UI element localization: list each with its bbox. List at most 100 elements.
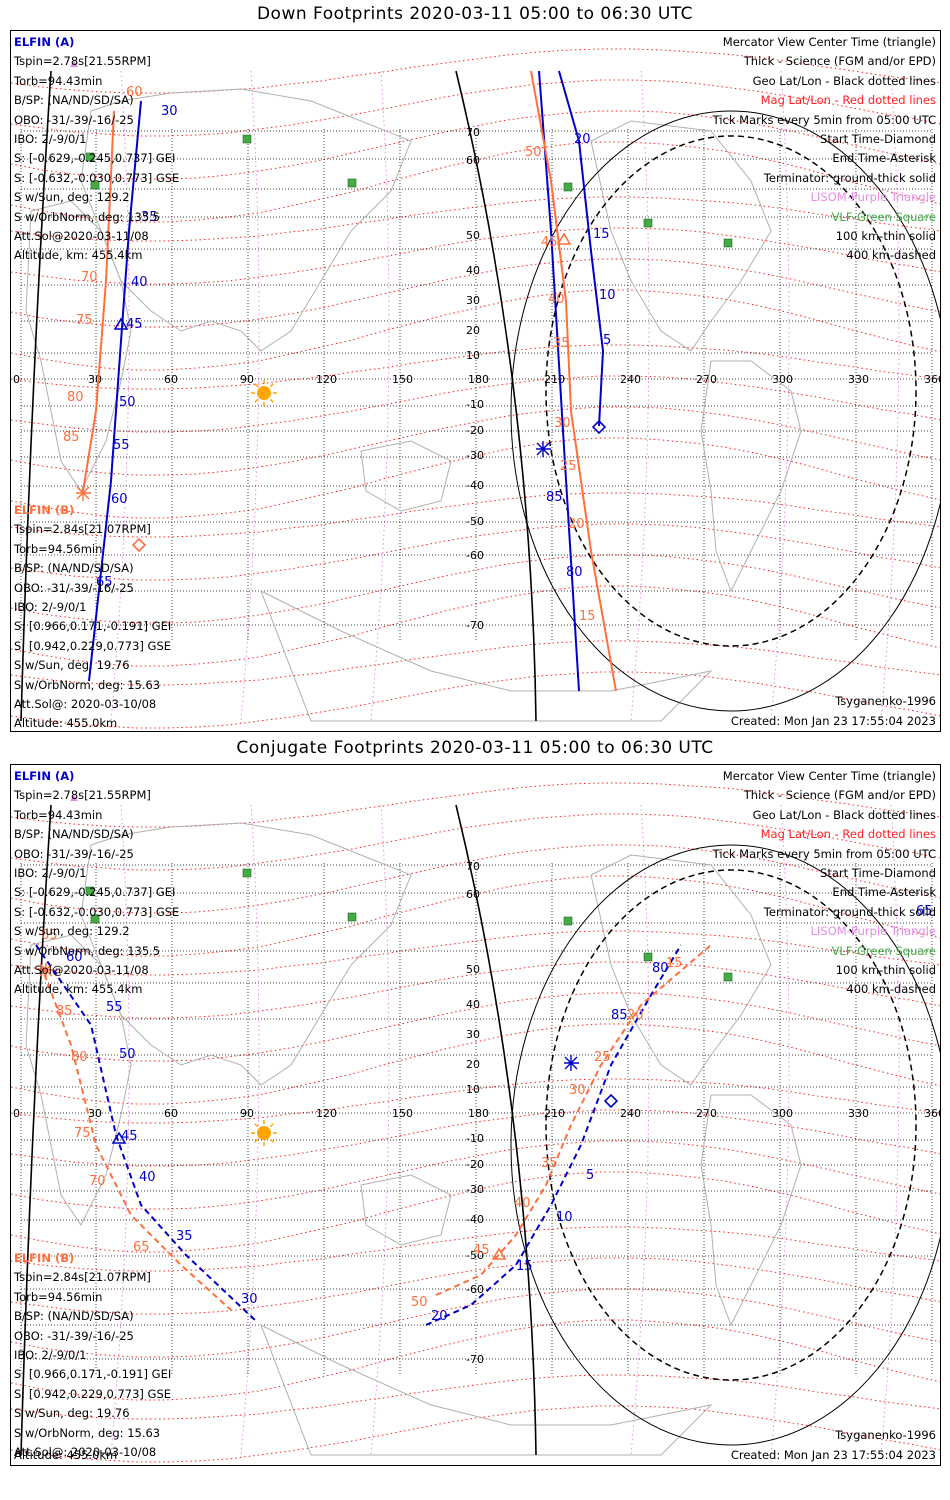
legend-thick: Thick - Science (FGM and/or EPD) bbox=[743, 54, 936, 69]
legend-end: End Time-Asterisk bbox=[832, 885, 936, 900]
legend-mag: Mag Lat/Lon - Red dotted lines bbox=[760, 93, 936, 108]
tick-label: 65 bbox=[916, 904, 933, 919]
elfin-b-info: ELFIN (B) Tspin=2.84s[21.07RPM] Torb=94.… bbox=[14, 501, 172, 731]
elfin-a-line: S w/OrbNorm, deg: 135.5 bbox=[14, 209, 161, 224]
elfin-b-line: B/SP: (NA/ND/SD/SA) bbox=[14, 561, 134, 576]
elfin-a-line: IBO: 2/-9/0/1 bbox=[14, 866, 87, 881]
lon-label: 210 bbox=[544, 1107, 565, 1120]
mag-lat-line bbox=[11, 258, 940, 328]
purple-triangle-icon bbox=[70, 61, 78, 67]
elfin-a-line: Att.Sol@2020-03-11/08 bbox=[14, 963, 149, 978]
100km-ring bbox=[510, 844, 940, 1446]
elfin-a-track bbox=[88, 100, 142, 682]
tick-label: 70 bbox=[89, 1174, 106, 1189]
triangle-icon bbox=[491, 1247, 507, 1260]
elfin-b-line: S w/Sun, deg: 19.76 bbox=[14, 1406, 130, 1421]
lon-label: 30 bbox=[88, 373, 102, 386]
model-label: Tsyganenko-1996 bbox=[835, 1428, 936, 1442]
tick-label: 50 bbox=[119, 1047, 136, 1062]
coastline bbox=[260, 1323, 713, 1456]
legend-geo: Geo Lat/Lon - Black dotted lines bbox=[752, 807, 936, 822]
green-square-icon bbox=[563, 916, 573, 926]
map-canvas: 0 30 60 90 120 150 180 210 240 270 300 330 360 70 60 50… bbox=[11, 782, 940, 1463]
legend-mag: Mag Lat/Lon - Red dotted lines bbox=[760, 827, 936, 842]
lat-label: 30 bbox=[466, 1028, 480, 1041]
lon-label: 300 bbox=[772, 1107, 793, 1120]
mag-lat-line bbox=[11, 48, 940, 94]
elfin-a-title: ELFIN (A) bbox=[14, 769, 75, 783]
legend-vlf: VLF-Green Square bbox=[831, 943, 936, 958]
lon-label: 150 bbox=[392, 1107, 413, 1120]
lon-label: 120 bbox=[316, 1107, 337, 1120]
created-label: Created: Mon Jan 23 17:55:04 2023 bbox=[730, 1448, 936, 1462]
mag-lat-line bbox=[11, 344, 940, 390]
legend-ticks: Tick Marks every 5min from 05:00 UTC bbox=[712, 112, 936, 127]
diamond-icon bbox=[131, 537, 147, 553]
lat-label: -70 bbox=[466, 1353, 484, 1366]
tick-label: 35 bbox=[176, 1229, 193, 1244]
tick-label: 40 bbox=[548, 292, 565, 307]
legend-terminator: Terminator: ground-thick solid bbox=[763, 170, 936, 185]
triangle-icon bbox=[111, 1131, 127, 1144]
lat-label: 50 bbox=[466, 229, 480, 242]
tick-label: 80 bbox=[652, 961, 669, 976]
legend-start: Start Time-Diamond bbox=[820, 866, 936, 881]
elfin-b-line: Att.Sol@: 2020-03-10/08 bbox=[14, 1445, 157, 1460]
tick-label: 50 bbox=[525, 145, 542, 160]
lat-label: -30 bbox=[466, 449, 484, 462]
model-label: Tsyganenko-1996 bbox=[835, 694, 936, 708]
lat-label: -40 bbox=[466, 1213, 484, 1226]
green-square-icon bbox=[242, 134, 252, 144]
lon-label: 120 bbox=[316, 373, 337, 386]
elfin-b-altitude: Altitude: 455.0km bbox=[14, 1448, 118, 1462]
sun-icon bbox=[257, 386, 271, 400]
tick-label: 40 bbox=[131, 275, 148, 290]
lat-label: 10 bbox=[466, 349, 480, 362]
lat-label: 40 bbox=[466, 264, 480, 277]
tick-label: 45 bbox=[121, 1129, 138, 1144]
tick-label: 15 bbox=[593, 227, 610, 242]
elfin-a-line: S w/Sun, deg: 129.2 bbox=[14, 924, 130, 939]
elfin-b-line: IBO: 2/-9/0/1 bbox=[14, 1348, 87, 1363]
elfin-b-line: IBO: 2/-9/0/1 bbox=[14, 600, 87, 615]
elfin-a-line: B/SP: (NA/ND/SD/SA) bbox=[14, 827, 134, 842]
elfin-b-line: Att.Sol@: 2020-03-10/08 bbox=[14, 697, 157, 712]
coastline bbox=[360, 1174, 452, 1246]
elfin-a-line: Att.Sol@2020-03-11/08 bbox=[14, 229, 149, 244]
terminator-line bbox=[455, 804, 537, 1456]
lat-label: 60 bbox=[466, 154, 480, 167]
tick-label: 20 bbox=[431, 1309, 448, 1324]
lat-label: 10 bbox=[466, 1083, 480, 1096]
elfin-b-track bbox=[530, 70, 617, 692]
lon-label: 270 bbox=[696, 373, 717, 386]
tick-label: 30 bbox=[569, 1083, 586, 1098]
100km-ring bbox=[510, 110, 940, 712]
elfin-a-track bbox=[35, 944, 257, 1322]
purple-triangle-icon bbox=[70, 795, 78, 801]
tick-label: 60 bbox=[66, 950, 83, 965]
sun-ray bbox=[254, 1138, 259, 1143]
elfin-a-title: ELFIN (A) bbox=[14, 35, 75, 49]
legend-100km: 100 km-thin solid bbox=[835, 229, 936, 244]
elfin-b-line: S: [0.966,0.171,-0.191] GEI bbox=[14, 619, 172, 634]
tick-label: 50 bbox=[411, 1295, 428, 1310]
tick-label: 50 bbox=[119, 395, 136, 410]
legend-view: Mercator View Center Time (triangle) bbox=[722, 35, 936, 49]
legend-thick: Thick - Science (FGM and/or EPD) bbox=[743, 788, 936, 803]
tick-label: 75 bbox=[74, 1126, 91, 1141]
tick-label: 75 bbox=[76, 313, 93, 328]
elfin-a-line: S: [-0.629,-0.245,0.737] GEI bbox=[14, 151, 176, 166]
asterisk-icon bbox=[536, 441, 551, 457]
legend-view: Mercator View Center Time (triangle) bbox=[722, 769, 936, 783]
tick-label: 80 bbox=[67, 390, 84, 405]
legend-start: Start Time-Diamond bbox=[820, 132, 936, 147]
elfin-b-line: Torb=94.56min bbox=[14, 541, 103, 556]
green-square-icon bbox=[347, 178, 357, 188]
tick-label: 85 bbox=[63, 430, 80, 445]
legend-400km: 400 km-dashed bbox=[846, 248, 936, 263]
lon-label: 180 bbox=[468, 1107, 489, 1120]
mag-lat-line bbox=[11, 1405, 940, 1463]
coastline bbox=[260, 589, 713, 722]
mag-lon-line bbox=[240, 804, 260, 1456]
lat-label: 50 bbox=[466, 963, 480, 976]
